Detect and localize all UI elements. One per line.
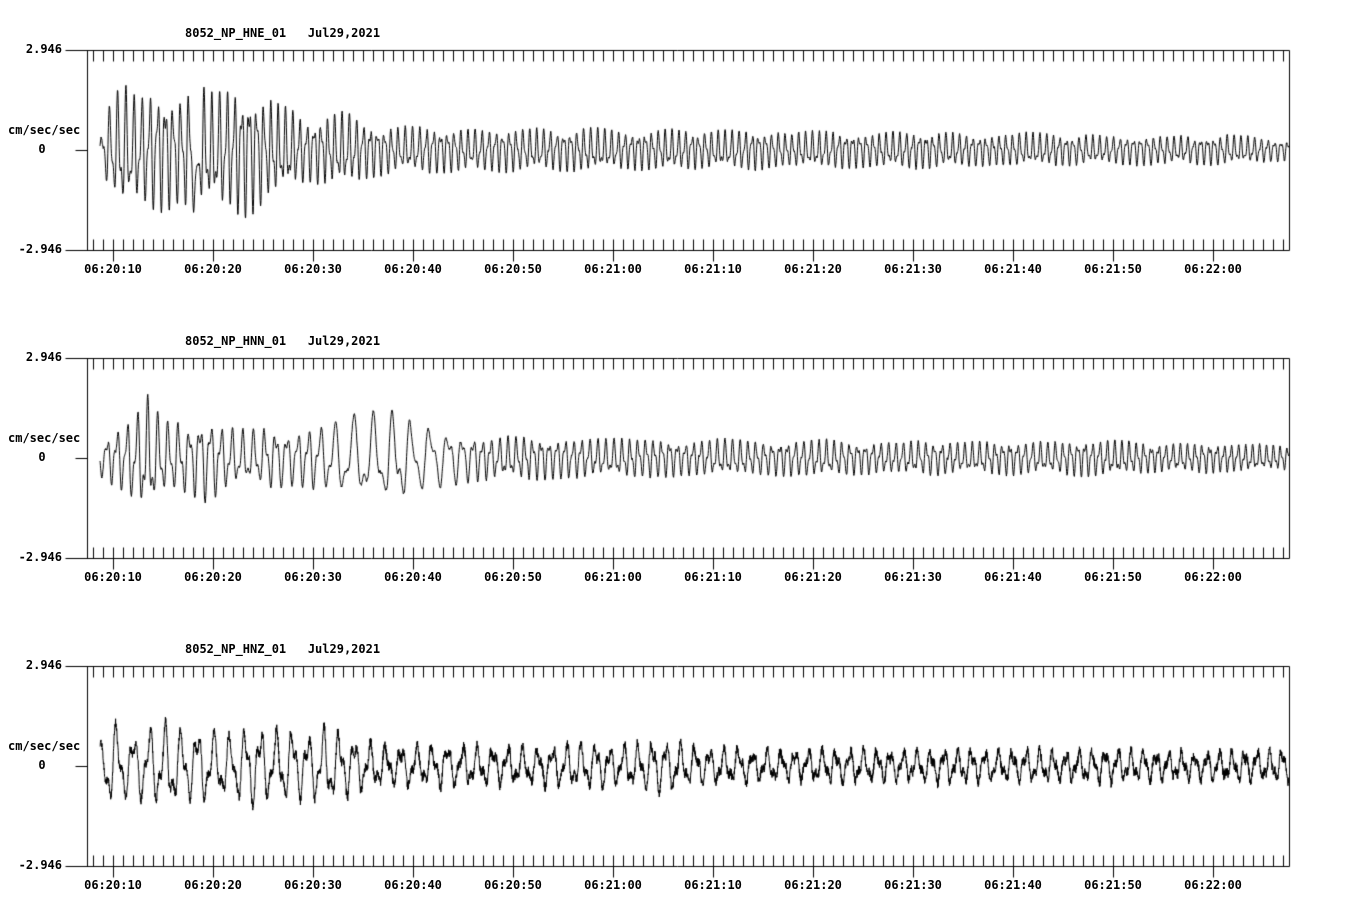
x-tick-label: 06:20:50 <box>484 262 542 276</box>
y-zero-label: 0 <box>38 142 46 156</box>
x-axis-labels: 06:20:10 06:20:20 06:20:30 06:20:40 06:20:50… <box>0 878 1358 894</box>
x-tick-label: 06:20:50 <box>484 878 542 892</box>
seismogram-panel-hnn: 8052_NP_HNN_01 Jul29,2021 2.946 cm/sec/s… <box>0 308 1358 616</box>
x-tick-label: 06:21:20 <box>784 262 842 276</box>
x-tick-label: 06:20:40 <box>384 878 442 892</box>
seismogram-canvas-hnn <box>0 308 1358 616</box>
x-tick-label: 06:21:20 <box>784 878 842 892</box>
x-tick-label: 06:21:40 <box>984 878 1042 892</box>
x-tick-label: 06:21:40 <box>984 570 1042 584</box>
x-tick-label: 06:21:50 <box>1084 570 1142 584</box>
x-tick-label: 06:22:00 <box>1184 878 1242 892</box>
x-tick-label: 06:20:30 <box>284 878 342 892</box>
x-tick-label: 06:20:20 <box>184 262 242 276</box>
x-tick-label: 06:21:00 <box>584 570 642 584</box>
panel-title: 8052_NP_HNN_01 Jul29,2021 <box>185 334 381 348</box>
x-tick-label: 06:20:20 <box>184 878 242 892</box>
x-tick-label: 06:21:10 <box>684 262 742 276</box>
seismogram-canvas-hnz <box>0 616 1358 924</box>
x-tick-label: 06:21:30 <box>884 878 942 892</box>
x-tick-label: 06:22:00 <box>1184 262 1242 276</box>
y-max-label: 2.946 <box>25 42 62 56</box>
y-zero-label: 0 <box>38 758 46 772</box>
y-zero-label: 0 <box>38 450 46 464</box>
y-min-label: -2.946 <box>18 858 62 872</box>
x-tick-label: 06:21:20 <box>784 570 842 584</box>
y-max-label: 2.946 <box>25 350 62 364</box>
y-max-label: 2.946 <box>25 658 62 672</box>
x-tick-label: 06:21:10 <box>684 570 742 584</box>
x-tick-label: 06:20:50 <box>484 570 542 584</box>
y-unit-label: cm/sec/sec <box>8 431 81 445</box>
x-tick-label: 06:20:20 <box>184 570 242 584</box>
x-tick-label: 06:21:00 <box>584 878 642 892</box>
x-tick-label: 06:20:10 <box>84 878 142 892</box>
x-tick-label: 06:21:50 <box>1084 878 1142 892</box>
x-axis-labels: 06:20:10 06:20:20 06:20:30 06:20:40 06:20:50… <box>0 570 1358 586</box>
seismogram-panel-hnz: 8052_NP_HNZ_01 Jul29,2021 2.946 cm/sec/s… <box>0 616 1358 924</box>
seismogram-panel-hne: 8052_NP_HNE_01 Jul29,2021 2.946 cm/sec/s… <box>0 0 1358 308</box>
y-unit-label: cm/sec/sec <box>8 123 81 137</box>
x-tick-label: 06:21:30 <box>884 570 942 584</box>
x-tick-label: 06:21:30 <box>884 262 942 276</box>
y-unit-label: cm/sec/sec <box>8 739 81 753</box>
y-min-label: -2.946 <box>18 242 62 256</box>
x-tick-label: 06:21:00 <box>584 262 642 276</box>
x-tick-label: 06:21:10 <box>684 878 742 892</box>
y-min-label: -2.946 <box>18 550 62 564</box>
x-axis-labels: 06:20:10 06:20:20 06:20:30 06:20:40 06:20:50… <box>0 262 1358 278</box>
x-tick-label: 06:20:30 <box>284 262 342 276</box>
x-tick-label: 06:20:30 <box>284 570 342 584</box>
seismogram-canvas-hne <box>0 0 1358 308</box>
x-tick-label: 06:22:00 <box>1184 570 1242 584</box>
x-tick-label: 06:20:10 <box>84 262 142 276</box>
panel-title: 8052_NP_HNZ_01 Jul29,2021 <box>185 642 381 656</box>
panel-title: 8052_NP_HNE_01 Jul29,2021 <box>185 26 381 40</box>
x-tick-label: 06:20:10 <box>84 570 142 584</box>
x-tick-label: 06:21:50 <box>1084 262 1142 276</box>
x-tick-label: 06:21:40 <box>984 262 1042 276</box>
x-tick-label: 06:20:40 <box>384 570 442 584</box>
x-tick-label: 06:20:40 <box>384 262 442 276</box>
